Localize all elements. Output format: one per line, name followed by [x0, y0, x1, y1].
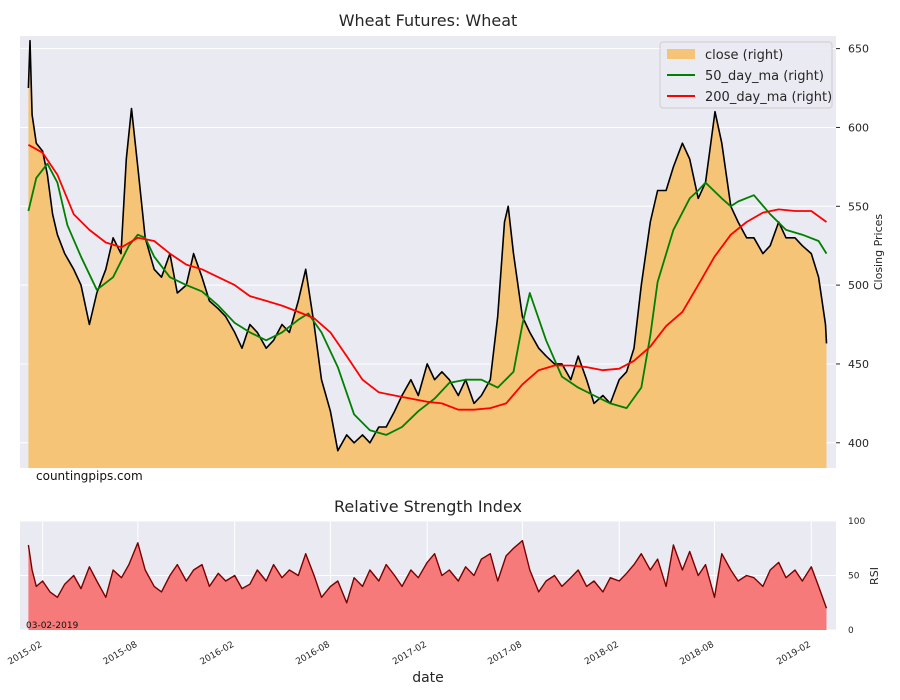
legend-label: close (right) [705, 48, 783, 63]
legend-swatch [667, 49, 695, 59]
watermark: countingpips.com [36, 469, 143, 483]
price-y-ticks: 650 600 550 500 450 400 [836, 43, 869, 450]
legend-box [659, 41, 833, 109]
price-tick-label: 550 [848, 200, 869, 213]
rsi-x-tick-label: 2016-08 [294, 640, 332, 668]
rsi-chart: 100 50 0 2015-02 2015-08 2016-02 2016-08 2017-… [7, 497, 881, 686]
price-tick-label: 500 [848, 279, 869, 292]
price-series [27, 39, 828, 468]
ma50-line [27, 162, 828, 436]
rsi-y-ticks: 100 50 0 [848, 517, 865, 636]
rsi-x-tick-label: 2018-08 [678, 640, 716, 668]
rsi-x-tick-label: 2018-02 [583, 640, 621, 667]
rsi-x-ticks: 2015-02 2015-08 2016-02 2016-08 2017-02 2017-… [7, 640, 813, 668]
rsi-x-tick-label: 2015-02 [7, 640, 45, 667]
rsi-x-tick-label: 2019-02 [775, 640, 813, 667]
price-chart-title: Wheat Futures: Wheat [339, 11, 518, 30]
price-y-axis-label: Closing Prices [872, 214, 885, 291]
rsi-date-note: 03-02-2019 [26, 621, 79, 631]
close-line [27, 39, 828, 452]
rsi-y-axis-label: RSI [868, 567, 881, 585]
ma200-line [27, 144, 828, 411]
legend-label: 50_day_ma (right) [705, 69, 824, 84]
rsi-x-tick-label: 2017-08 [486, 640, 524, 668]
rsi-series [27, 539, 828, 630]
rsi-chart-title: Relative Strength Index [334, 497, 522, 516]
legend-label: 200_day_ma (right) [705, 90, 832, 105]
rsi-x-tick-label: 2015-08 [102, 640, 140, 668]
x-axis-label: date [412, 670, 444, 686]
rsi-tick-label: 50 [848, 572, 860, 582]
rsi-x-tick-label: 2017-02 [391, 640, 429, 667]
price-tick-label: 650 [848, 43, 869, 56]
rsi-x-tick-label: 2016-02 [199, 640, 237, 667]
rsi-tick-label: 0 [848, 626, 854, 636]
price-tick-label: 600 [848, 121, 869, 134]
price-tick-label: 400 [848, 437, 869, 450]
rsi-line [27, 539, 828, 609]
rsi-area [28, 540, 827, 630]
legend: close (right) 50_day_ma (right) 200_day_ma… [659, 41, 833, 109]
close-area [28, 40, 827, 468]
rsi-tick-label: 100 [848, 517, 865, 527]
price-tick-label: 450 [848, 358, 869, 371]
